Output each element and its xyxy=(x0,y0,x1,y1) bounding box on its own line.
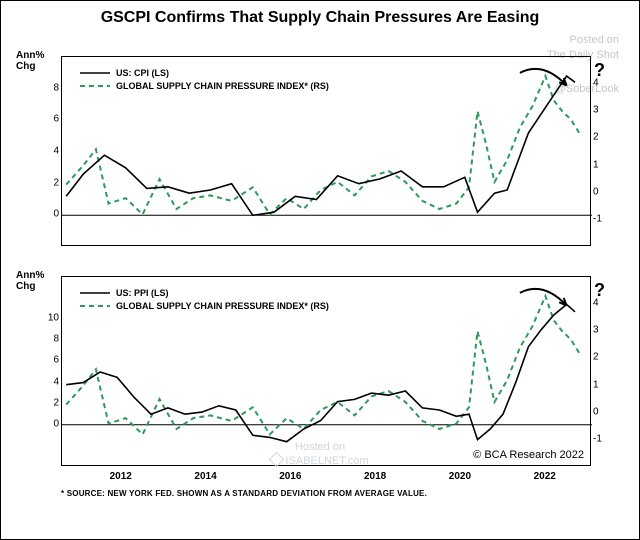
legend-item: GLOBAL SUPPLY CHAIN PRESSURE INDEX* (RS) xyxy=(80,80,329,93)
top-panel: Ann% Chg US: CPI (LS) GLOBAL SUPPLY CHAI… xyxy=(61,56,591,246)
x-tick-label: 2020 xyxy=(449,471,471,482)
legend-swatch-dash xyxy=(80,302,110,310)
y-tick-label: 10 xyxy=(41,313,59,324)
y-tick-label: 2 xyxy=(593,352,611,363)
y-axis-label-left: Ann% Chg xyxy=(16,50,44,72)
watermark-line: ISABELNET.com xyxy=(1,454,639,468)
y-axis-label-left: Ann% Chg xyxy=(16,270,44,292)
y-tick-label: -1 xyxy=(593,213,611,224)
legend-swatch-solid xyxy=(80,289,110,297)
legend-label: GLOBAL SUPPLY CHAIN PRESSURE INDEX* (RS) xyxy=(116,300,329,313)
y-tick-label: 0 xyxy=(41,418,59,429)
legend-item: US: CPI (LS) xyxy=(80,67,329,80)
bottom-panel: Ann% Chg US: PPI (LS) GLOBAL SUPPLY CHAI… xyxy=(61,276,591,466)
y-tick-label: 4 xyxy=(593,78,611,89)
chart-title: GSCPI Confirms That Supply Chain Pressur… xyxy=(1,9,639,27)
y-tick-label: 8 xyxy=(41,334,59,345)
y-tick-label: 3 xyxy=(593,325,611,336)
watermark-line: Hosted on xyxy=(1,441,639,454)
y-tick-label: 2 xyxy=(41,397,59,408)
legend-swatch-solid xyxy=(80,69,110,77)
y-tick-label: 4 xyxy=(41,376,59,387)
y-tick-label: 0 xyxy=(593,186,611,197)
bottom-plot-area: US: PPI (LS) GLOBAL SUPPLY CHAIN PRESSUR… xyxy=(61,276,591,466)
diamond-icon xyxy=(269,452,285,468)
legend-label: US: CPI (LS) xyxy=(116,67,169,80)
chart-frame: GSCPI Confirms That Supply Chain Pressur… xyxy=(0,0,640,540)
legend-item: GLOBAL SUPPLY CHAIN PRESSURE INDEX* (RS) xyxy=(80,300,329,313)
y-tick-label: 4 xyxy=(41,146,59,157)
watermark-line: Posted on xyxy=(547,33,619,48)
y-tick-label: 1 xyxy=(593,159,611,170)
y-tick-label: 6 xyxy=(41,114,59,125)
y-tick-label: 2 xyxy=(593,132,611,143)
footnote-source: * SOURCE: NEW YORK FED. SHOWN AS A STAND… xyxy=(61,489,427,498)
x-tick-label: 2016 xyxy=(279,471,301,482)
top-legend: US: CPI (LS) GLOBAL SUPPLY CHAIN PRESSUR… xyxy=(80,67,329,92)
watermark-isabelnet: Hosted on ISABELNET.com xyxy=(1,441,639,468)
y-tick-label: 8 xyxy=(41,82,59,93)
y-tick-label: 6 xyxy=(41,355,59,366)
legend-label: US: PPI (LS) xyxy=(116,287,169,300)
top-plot-area: US: CPI (LS) GLOBAL SUPPLY CHAIN PRESSUR… xyxy=(61,56,591,246)
y-tick-label: 1 xyxy=(593,379,611,390)
bottom-legend: US: PPI (LS) GLOBAL SUPPLY CHAIN PRESSUR… xyxy=(80,287,329,312)
legend-label: GLOBAL SUPPLY CHAIN PRESSURE INDEX* (RS) xyxy=(116,80,329,93)
y-tick-label: 0 xyxy=(593,406,611,417)
legend-item: US: PPI (LS) xyxy=(80,287,329,300)
x-tick-label: 2014 xyxy=(194,471,216,482)
x-tick-label: 2018 xyxy=(364,471,386,482)
legend-swatch-dash xyxy=(80,82,110,90)
y-tick-label: 3 xyxy=(593,105,611,116)
x-tick-label: 2012 xyxy=(110,471,132,482)
x-tick-label: 2022 xyxy=(534,471,556,482)
y-tick-label: 0 xyxy=(41,209,59,220)
y-tick-label: 4 xyxy=(593,298,611,309)
y-tick-label: 2 xyxy=(41,177,59,188)
